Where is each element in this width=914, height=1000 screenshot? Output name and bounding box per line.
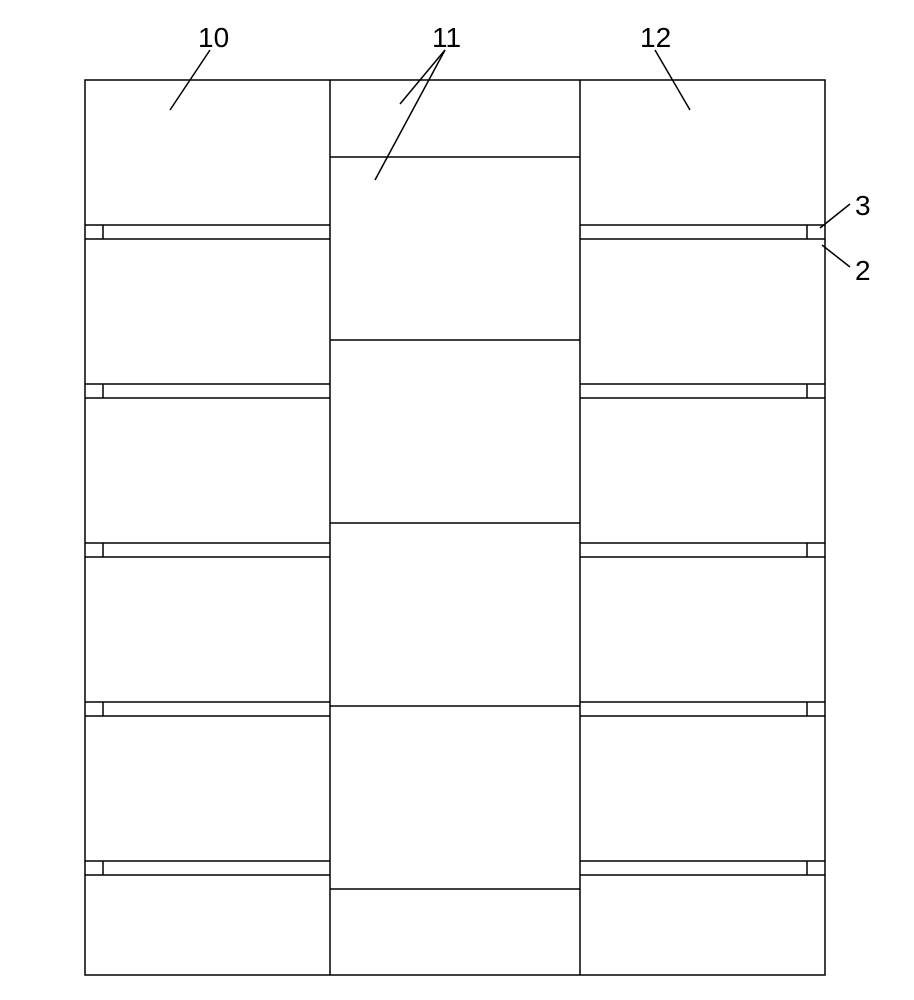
callout-l2: 2 bbox=[855, 255, 871, 287]
callout-l11: 11 bbox=[432, 22, 461, 54]
callout-l12: 12 bbox=[640, 22, 671, 54]
callout-l10: 10 bbox=[198, 22, 229, 54]
callout-l3: 3 bbox=[855, 190, 871, 222]
technical-drawing bbox=[0, 0, 914, 1000]
